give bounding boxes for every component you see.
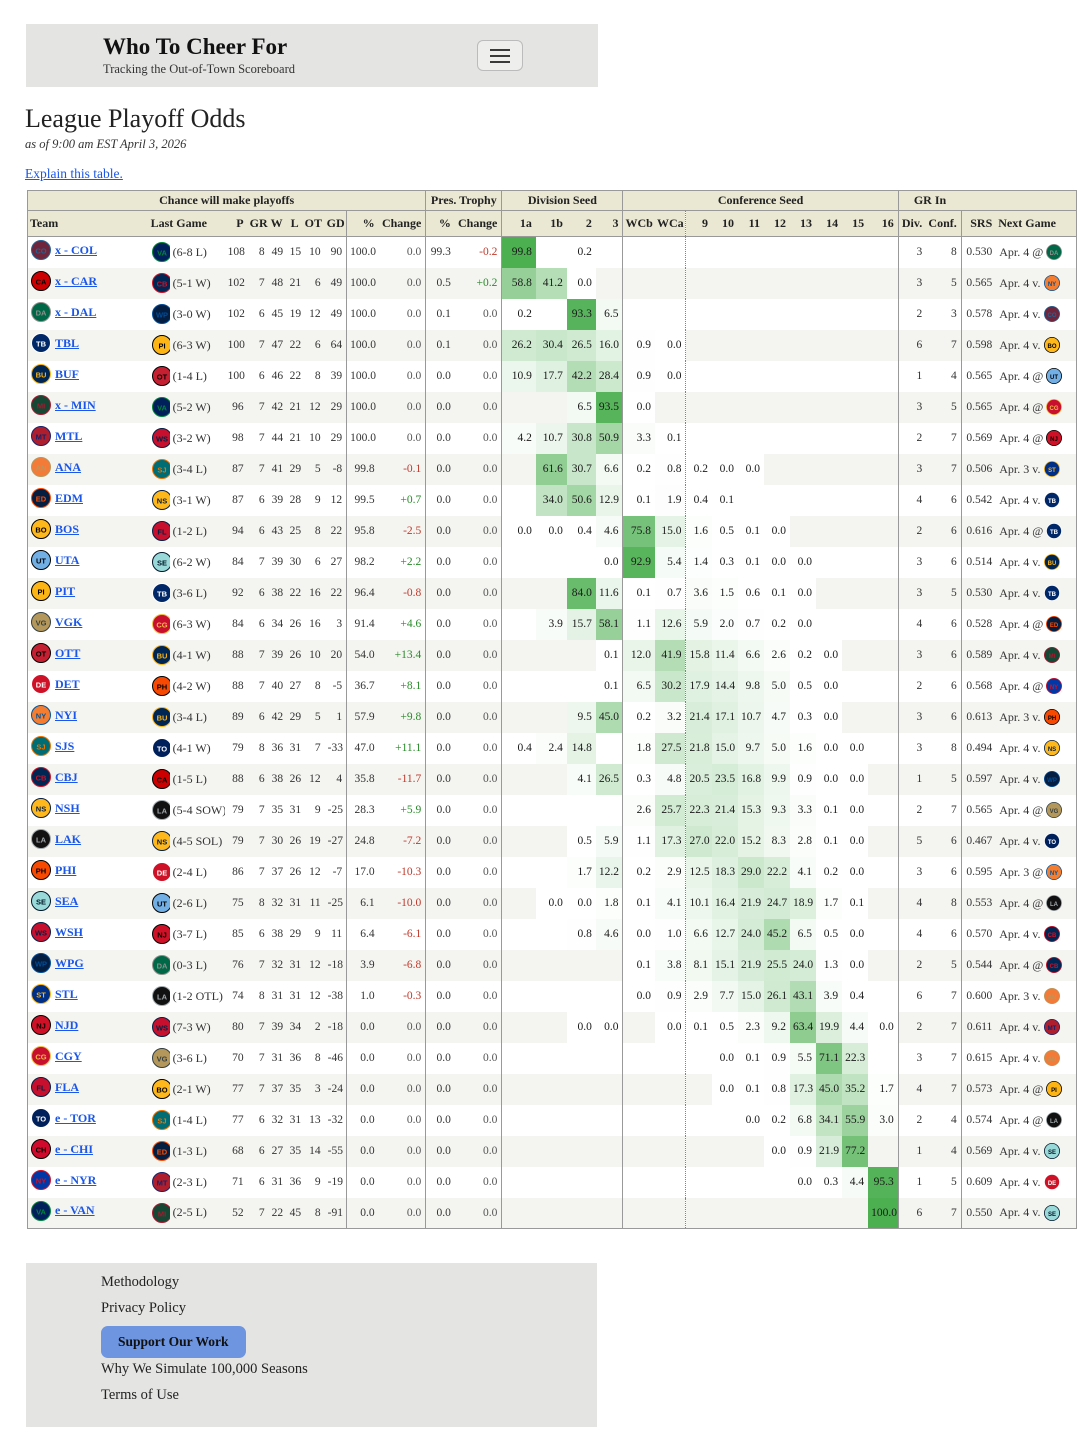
svg-text:VA: VA — [157, 249, 167, 258]
svg-text:NS: NS — [156, 838, 166, 847]
svg-text:CG: CG — [1050, 406, 1059, 412]
svg-text:AN: AN — [1047, 995, 1056, 1001]
svg-text:CA: CA — [156, 776, 167, 785]
svg-text:AN: AN — [36, 464, 47, 473]
svg-text:LA: LA — [1050, 902, 1059, 908]
svg-text:SE: SE — [1047, 1212, 1055, 1218]
svg-text:LA: LA — [36, 836, 47, 845]
svg-text:FL: FL — [36, 1084, 46, 1093]
svg-text:MI: MI — [37, 402, 45, 411]
svg-text:WP: WP — [156, 311, 168, 320]
svg-text:DA: DA — [1050, 251, 1059, 257]
svg-text:ST: ST — [36, 991, 46, 1000]
svg-text:LA: LA — [157, 993, 168, 1002]
svg-text:ED: ED — [1050, 623, 1059, 629]
svg-text:CB: CB — [36, 774, 47, 783]
svg-text:UT: UT — [36, 557, 46, 566]
svg-text:WP: WP — [1047, 778, 1057, 784]
svg-text:PH: PH — [156, 683, 166, 692]
svg-text:NJ: NJ — [36, 1022, 46, 1031]
svg-text:PI: PI — [158, 342, 165, 351]
svg-text:WS: WS — [35, 929, 47, 938]
svg-text:BO: BO — [35, 526, 46, 535]
svg-text:LA: LA — [1050, 1119, 1059, 1125]
svg-text:DA: DA — [156, 962, 167, 971]
svg-text:CG: CG — [156, 621, 167, 630]
svg-text:SJ: SJ — [157, 1117, 166, 1126]
svg-text:NJ: NJ — [157, 931, 167, 940]
svg-text:CH: CH — [36, 1146, 47, 1155]
svg-text:DE: DE — [36, 681, 46, 690]
svg-text:AN: AN — [1047, 1057, 1056, 1063]
svg-text:SE: SE — [36, 898, 46, 907]
svg-text:SE: SE — [1047, 1150, 1055, 1156]
svg-text:DA: DA — [36, 309, 47, 318]
svg-text:MT: MT — [156, 1179, 167, 1188]
svg-text:BU: BU — [1047, 561, 1056, 567]
svg-text:NS: NS — [36, 805, 46, 814]
svg-text:TO: TO — [1047, 840, 1056, 846]
svg-text:TB: TB — [1048, 592, 1057, 598]
svg-text:TO: TO — [36, 1115, 46, 1124]
svg-text:BO: BO — [1047, 344, 1056, 350]
svg-text:UT: UT — [157, 900, 167, 909]
svg-text:ED: ED — [156, 1148, 167, 1157]
svg-text:WP: WP — [35, 960, 47, 969]
svg-text:NY: NY — [1050, 871, 1058, 877]
svg-text:LA: LA — [157, 807, 168, 816]
svg-text:CB: CB — [156, 280, 167, 289]
svg-text:CA: CA — [36, 278, 47, 287]
svg-text:ST: ST — [1048, 468, 1056, 474]
svg-text:CB: CB — [1050, 964, 1059, 970]
svg-text:TB: TB — [36, 340, 47, 349]
svg-text:MT: MT — [1047, 1026, 1056, 1032]
svg-text:UT: UT — [1050, 375, 1058, 381]
svg-text:TB: TB — [157, 590, 168, 599]
svg-text:ED: ED — [36, 495, 47, 504]
svg-text:NJ: NJ — [1050, 437, 1058, 443]
svg-text:SJ: SJ — [36, 743, 45, 752]
svg-text:OT: OT — [156, 373, 167, 382]
svg-text:NY: NY — [1047, 282, 1055, 288]
svg-text:CB: CB — [1047, 933, 1056, 939]
svg-text:DE: DE — [156, 869, 166, 878]
svg-text:PH: PH — [36, 867, 46, 876]
svg-text:TB: TB — [1050, 530, 1059, 536]
svg-text:WS: WS — [156, 435, 168, 444]
svg-text:FL: FL — [157, 528, 167, 537]
svg-text:BO: BO — [156, 1086, 167, 1095]
svg-text:CO: CO — [35, 247, 46, 256]
svg-text:OT: OT — [36, 650, 47, 659]
svg-text:NY: NY — [1050, 685, 1058, 691]
svg-text:SJ: SJ — [157, 466, 166, 475]
svg-text:CG: CG — [35, 1053, 46, 1062]
svg-text:BU: BU — [36, 371, 47, 380]
svg-text:TO: TO — [156, 745, 166, 754]
svg-text:MI: MI — [1048, 654, 1055, 660]
svg-text:PI: PI — [1051, 1088, 1057, 1094]
svg-text:BU: BU — [156, 652, 167, 661]
svg-text:VG: VG — [1050, 809, 1059, 815]
svg-text:WS: WS — [156, 1024, 168, 1033]
svg-text:BU: BU — [156, 714, 167, 723]
svg-text:NS: NS — [1047, 747, 1055, 753]
svg-text:MI: MI — [157, 1209, 165, 1218]
svg-text:PI: PI — [37, 588, 44, 597]
svg-text:NY: NY — [36, 712, 46, 721]
svg-text:TB: TB — [1048, 499, 1057, 505]
svg-text:DE: DE — [1047, 1181, 1055, 1187]
svg-text:VG: VG — [156, 1055, 167, 1064]
svg-text:NS: NS — [156, 497, 166, 506]
svg-text:VA: VA — [36, 1207, 46, 1216]
svg-text:MT: MT — [36, 433, 47, 442]
svg-text:NY: NY — [36, 1177, 46, 1186]
svg-text:SE: SE — [157, 559, 167, 568]
svg-text:PH: PH — [1047, 716, 1055, 722]
svg-text:VA: VA — [157, 404, 167, 413]
svg-text:CO: CO — [1047, 313, 1056, 319]
svg-text:VG: VG — [36, 619, 47, 628]
